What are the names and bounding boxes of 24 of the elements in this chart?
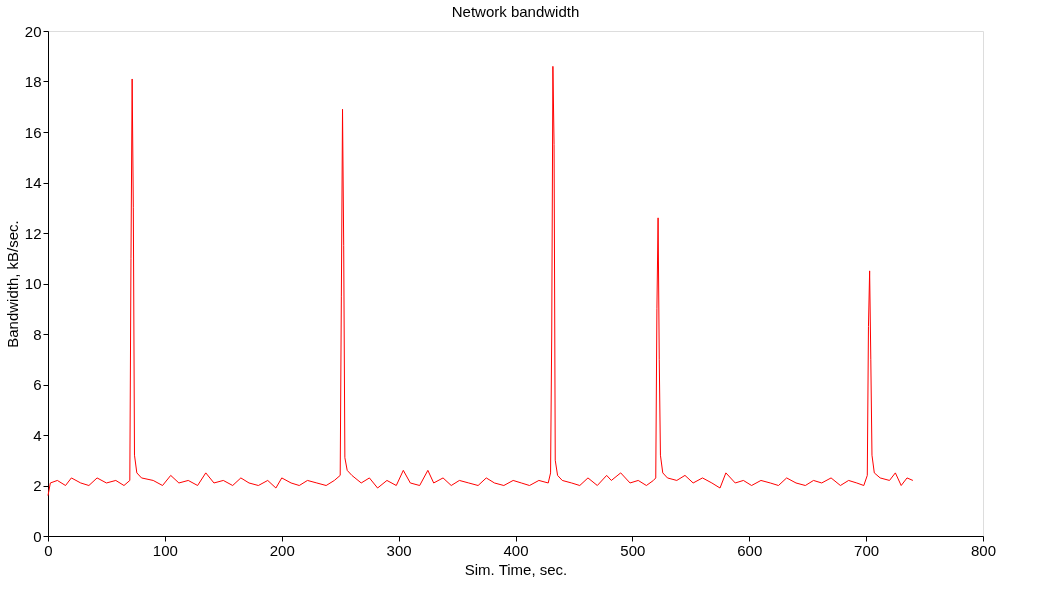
y-axis-title: Bandwidth, kB/sec.	[3, 220, 21, 348]
y-tick-label: 10	[24, 275, 42, 292]
y-tick-label: 18	[24, 73, 42, 90]
y-tick-label: 2	[33, 477, 42, 494]
chart-title: Network bandwidth	[451, 3, 580, 20]
x-tick-label: 700	[854, 541, 880, 559]
x-tick-label: 400	[503, 541, 529, 559]
y-tick-label: 12	[24, 224, 42, 242]
x-tick-label: 200	[269, 541, 295, 559]
y-tick-label: 8	[33, 325, 42, 343]
x-tick-label: 100	[152, 541, 178, 559]
x-tick-label: 500	[620, 541, 646, 559]
x-axis-title: Sim. Time, sec.	[464, 560, 568, 578]
x-tick-label: 0	[44, 541, 53, 559]
y-tick-label: 0	[33, 527, 42, 545]
x-tick-label: 800	[970, 541, 997, 559]
x-tick-label: 600	[737, 541, 763, 559]
line-series	[47, 65, 914, 497]
y-tick-label: 4	[33, 426, 42, 444]
y-tick-label: 20	[24, 22, 42, 40]
x-tick-label: 300	[386, 541, 412, 559]
y-tick-label: 6	[33, 376, 42, 393]
y-tick-label: 14	[24, 174, 42, 191]
y-tick-label: 16	[24, 123, 42, 141]
